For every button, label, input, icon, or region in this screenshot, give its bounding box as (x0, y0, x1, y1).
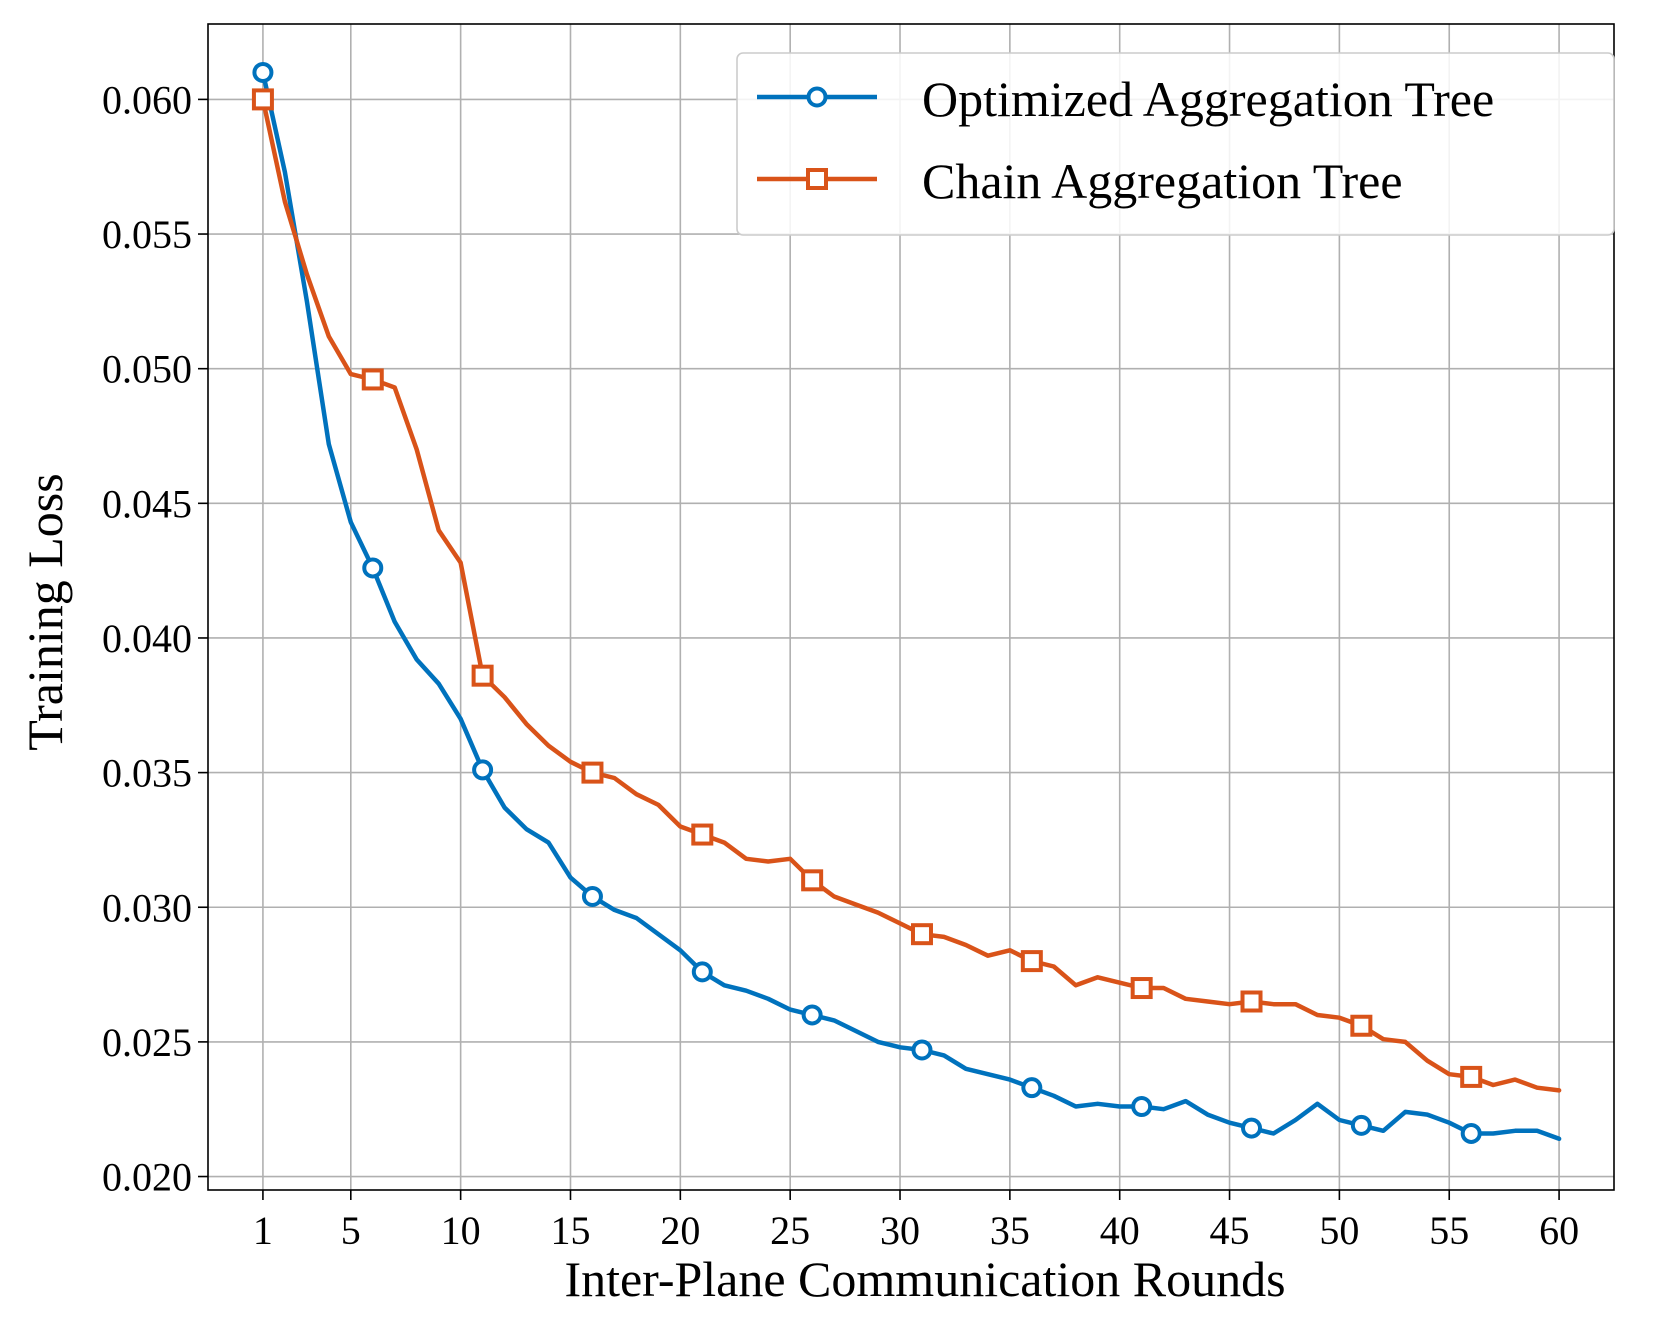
x-tick-label: 50 (1319, 1208, 1359, 1253)
data-point-optimized (1021, 1077, 1043, 1099)
data-point-optimized (911, 1039, 933, 1061)
data-point-optimized (1131, 1096, 1153, 1118)
legend-marker-optimized (806, 86, 828, 108)
data-point-chain (910, 923, 933, 946)
y-tick-label: 0.050 (102, 347, 192, 392)
x-tick-label: 1 (253, 1208, 273, 1253)
x-tick-label: 45 (1210, 1208, 1250, 1253)
data-point-optimized (252, 61, 274, 83)
y-tick-label: 0.035 (102, 751, 192, 796)
data-point-chain (1020, 950, 1043, 973)
data-point-optimized (1241, 1117, 1263, 1139)
x-tick-label: 20 (660, 1208, 700, 1253)
y-tick-label: 0.040 (102, 616, 192, 661)
data-point-chain (1350, 1014, 1373, 1037)
x-tick-label: 25 (770, 1208, 810, 1253)
data-point-optimized (1350, 1114, 1372, 1136)
data-point-chain (581, 761, 604, 784)
legend: Optimized Aggregation Tree Chain Aggrega… (736, 52, 1615, 236)
legend-marker-chain (806, 168, 828, 190)
y-tick-label: 0.020 (102, 1155, 192, 1200)
x-tick-label: 60 (1539, 1208, 1579, 1253)
data-point-chain (361, 368, 384, 391)
y-tick-label: 0.045 (102, 481, 192, 526)
data-point-chain (1460, 1065, 1483, 1088)
legend-label-optimized: Optimized Aggregation Tree (922, 71, 1494, 127)
x-axis-title: Inter-Plane Communication Rounds (564, 1251, 1285, 1307)
x-tick-label: 30 (880, 1208, 920, 1253)
data-point-chain (1240, 990, 1263, 1013)
data-point-optimized (1460, 1122, 1482, 1144)
data-point-chain (801, 869, 824, 892)
legend-label-chain: Chain Aggregation Tree (922, 153, 1403, 209)
data-point-chain (251, 88, 274, 111)
y-tick-label: 0.055 (102, 212, 192, 257)
plot-frame (207, 23, 1615, 1191)
x-tick-label: 40 (1100, 1208, 1140, 1253)
y-tick-label: 0.030 (102, 885, 192, 930)
x-tick-label: 10 (441, 1208, 481, 1253)
data-point-chain (1130, 977, 1153, 1000)
legend-box (736, 52, 1615, 236)
y-tick-label: 0.025 (102, 1020, 192, 1065)
x-tick-label: 5 (341, 1208, 361, 1253)
x-tick-label: 55 (1429, 1208, 1469, 1253)
y-axis-title: Training Loss (17, 473, 73, 750)
data-point-optimized (472, 759, 494, 781)
ticks: 1 5 10 15 20 25 30 35 40 45 50 55 600.0200.0250.0300… (102, 77, 1579, 1253)
data-point-optimized (362, 557, 384, 579)
data-point-chain (471, 664, 494, 687)
data-point-optimized (801, 1004, 823, 1026)
y-tick-label: 0.060 (102, 77, 192, 122)
data-point-optimized (581, 885, 603, 907)
x-tick-label: 35 (990, 1208, 1030, 1253)
data-point-chain (691, 823, 714, 846)
data-point-optimized (691, 961, 713, 983)
series-layer (251, 61, 1562, 1144)
x-tick-label: 15 (550, 1208, 590, 1253)
